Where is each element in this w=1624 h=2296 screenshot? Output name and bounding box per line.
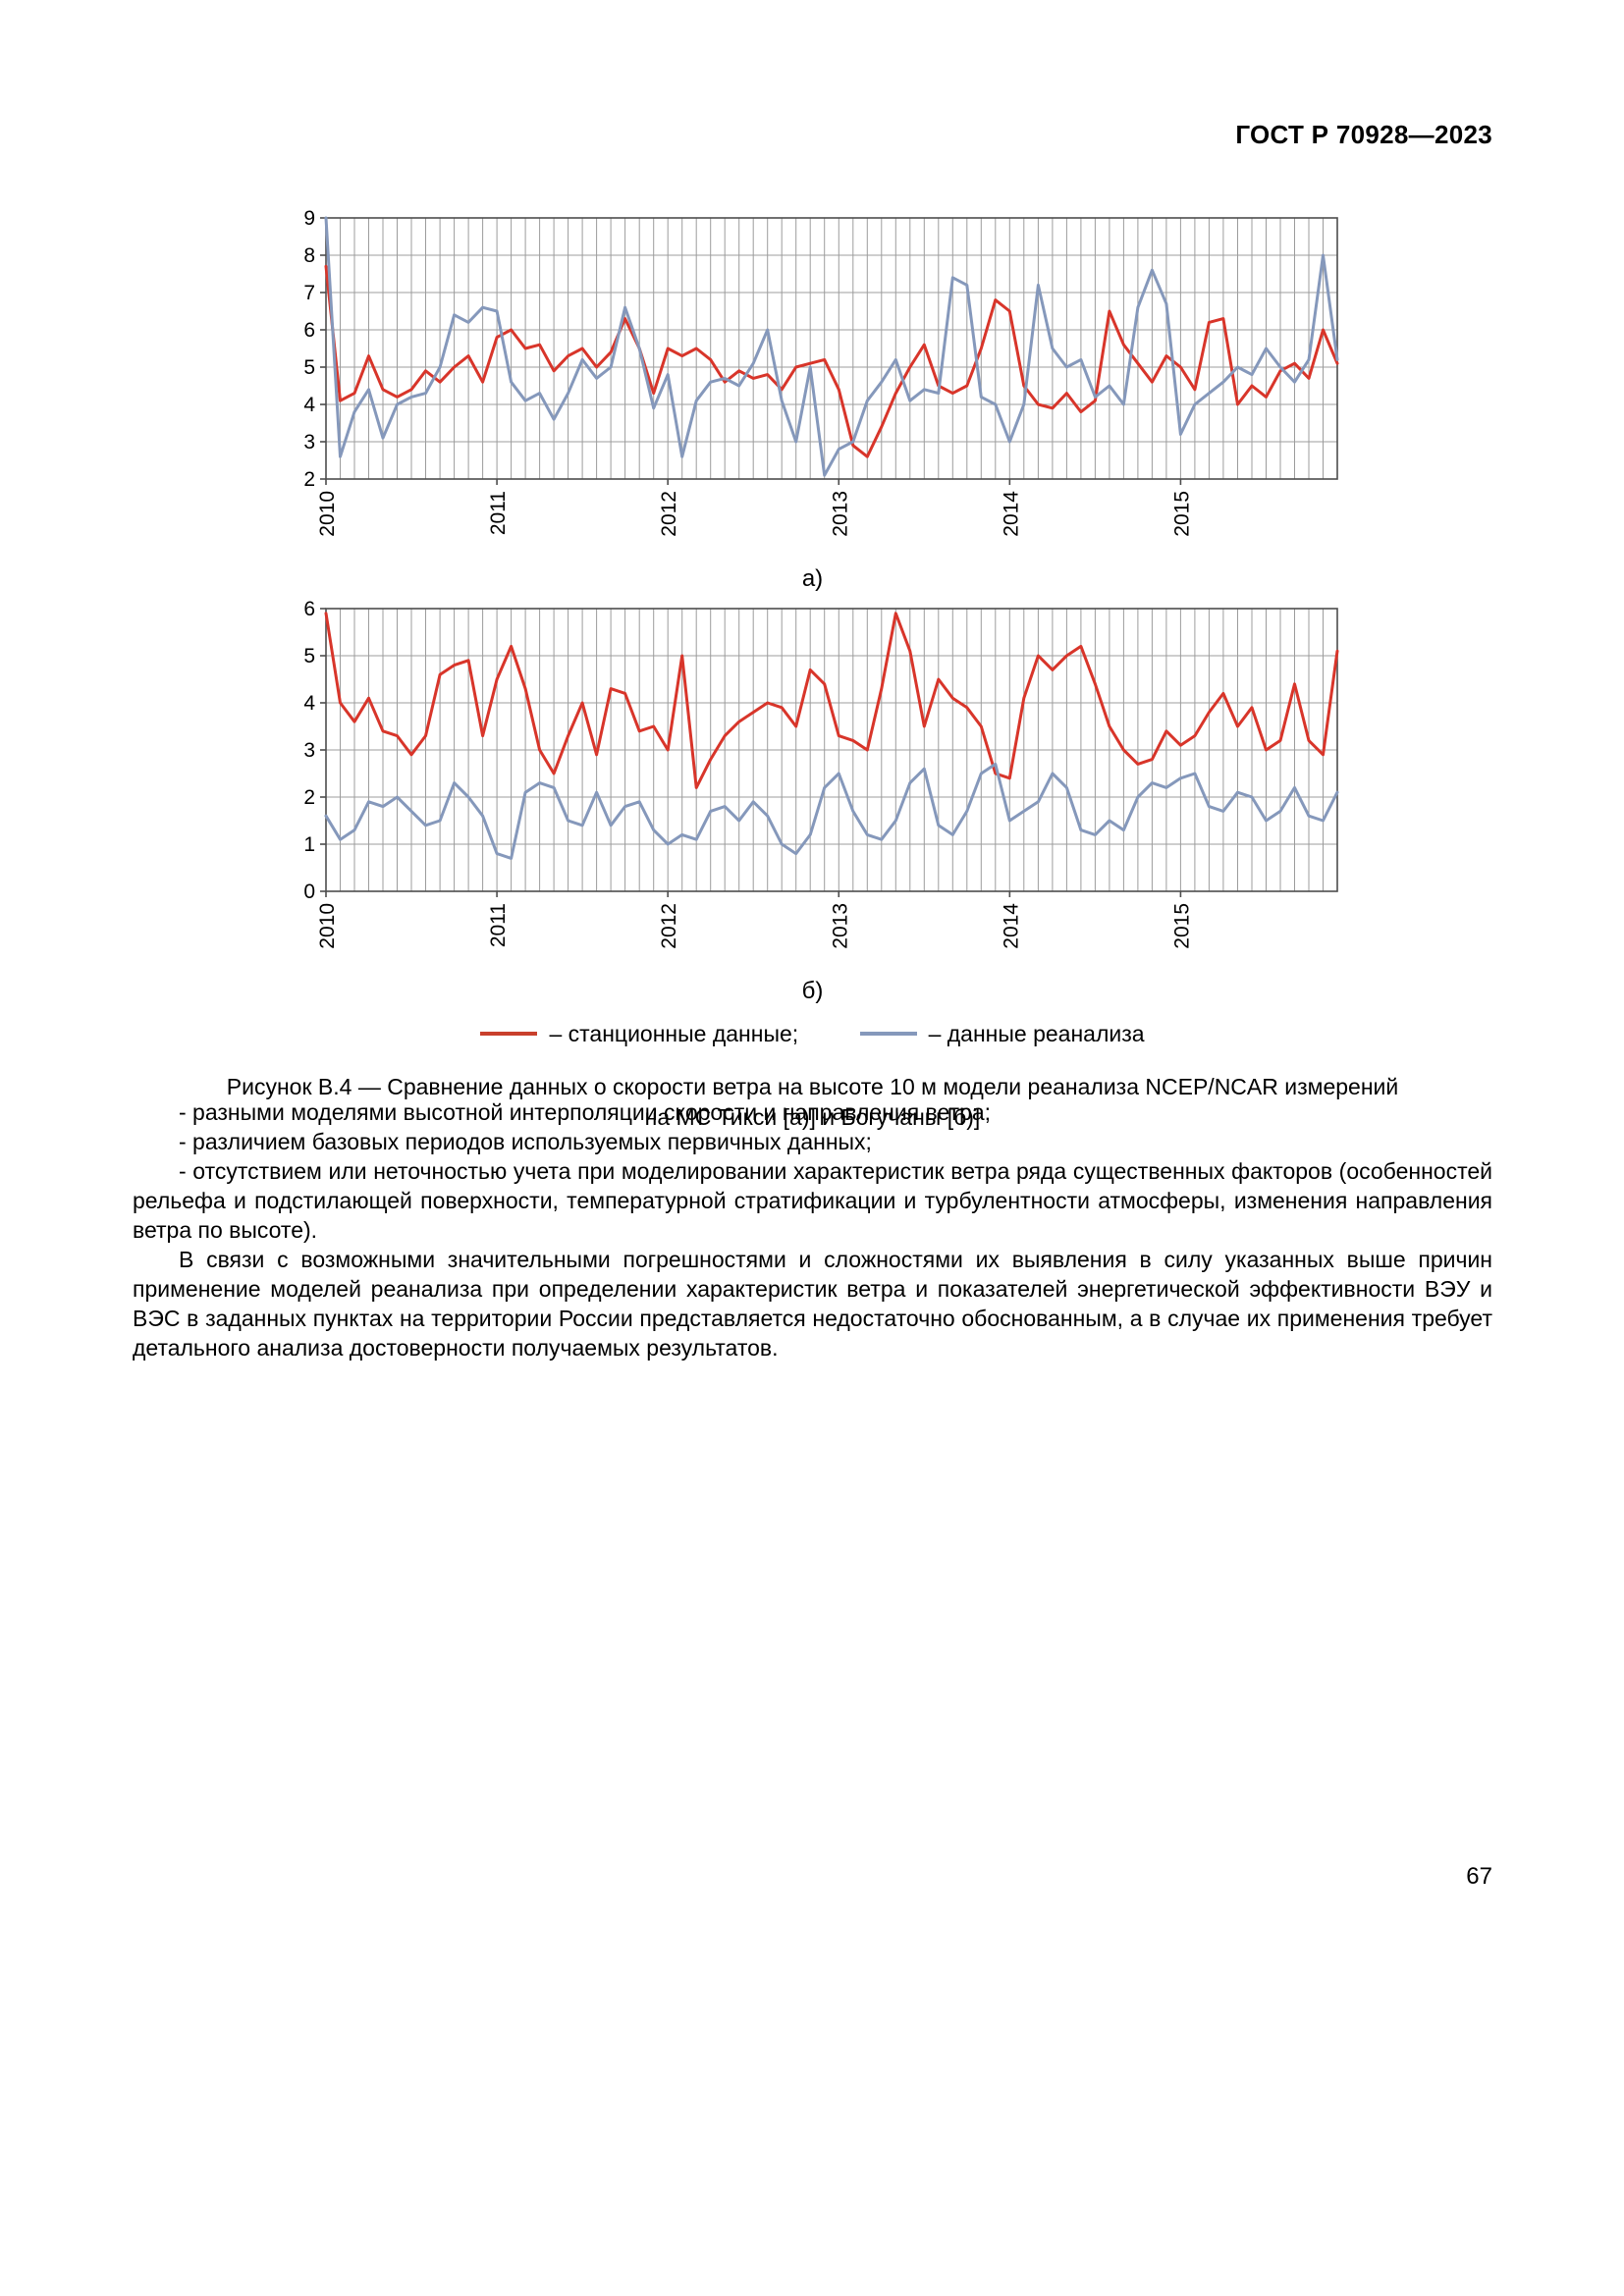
svg-text:2010: 2010 [316,491,339,537]
svg-text:2014: 2014 [1000,491,1022,537]
svg-text:8: 8 [303,244,315,267]
legend-item-station: – станционные данные; [480,1019,798,1048]
legend-label-reanalysis: – данные реанализа [928,1021,1145,1046]
svg-text:7: 7 [303,282,315,304]
svg-text:2015: 2015 [1170,491,1193,537]
chart-b-sublabel: б) [801,978,824,1004]
figure-caption-line1: Рисунок В.4 — Сравнение данных о скорост… [226,1074,1399,1099]
body-paragraph: - разными моделями высотной интерполяции… [179,1099,992,1125]
body-paragraph: В связи с возможными значительными погре… [133,1247,1492,1361]
svg-text:5: 5 [303,645,315,667]
svg-text:2011: 2011 [487,903,510,947]
chart-tiksi-svg: 2 3 4 5 6 7 8 9 2010 2011 2012 2013 2014 2015 [303,210,1338,537]
document-header: ГОСТ Р 70928—2023 [1235,120,1492,149]
body-paragraph: - отсутствием или неточностью учета при … [133,1158,1492,1243]
svg-text:6: 6 [303,319,315,342]
svg-text:2012: 2012 [658,903,680,949]
svg-text:2012: 2012 [658,491,680,537]
chart-tiksi: 2 3 4 5 6 7 8 9 2010 2011 2012 2013 2014 2015 [133,210,1492,565]
figure-caption: Рисунок В.4 — Сравнение данных о скорост… [133,1072,1492,1133]
chart-boguchany-svg: 0 1 2 3 4 5 6 2010 2011 2012 2013 2014 2015 [303,601,1338,949]
svg-text:3: 3 [303,739,315,762]
svg-text:6: 6 [303,601,315,620]
svg-text:0: 0 [303,881,315,903]
page-number: 67 [1466,1863,1492,1890]
svg-text:2015: 2015 [1170,903,1193,949]
svg-text:2011: 2011 [487,491,510,535]
body-text: - разными моделями высотной интерполяции… [133,1097,1492,1362]
svg-text:2010: 2010 [316,903,339,949]
svg-text:2013: 2013 [829,903,851,949]
svg-text:2014: 2014 [1000,903,1022,949]
chart-boguchany: 0 1 2 3 4 5 6 2010 2011 2012 2013 2014 2015 [133,601,1492,978]
svg-text:2: 2 [303,786,315,809]
figure-legend: – станционные данные; – данные реанализа [133,1019,1492,1048]
red-line-swatch-icon [480,1032,538,1037]
svg-text:3: 3 [303,431,315,454]
svg-text:1: 1 [303,833,315,856]
svg-text:9: 9 [303,210,315,230]
svg-text:4: 4 [303,692,315,715]
blue-line-swatch-icon [859,1032,917,1037]
svg-text:2: 2 [303,468,315,491]
legend-item-reanalysis: – данные реанализа [859,1019,1145,1048]
chart-a-sublabel: а) [801,565,824,592]
svg-text:4: 4 [303,394,315,416]
figure-b4: 2 3 4 5 6 7 8 9 2010 2011 2012 2013 2014 2015 а) 0 1 2 3… [133,210,1492,1133]
figure-caption-line2: на МС Тикси [а)] и Богучаны [б)] [644,1104,981,1130]
legend-label-station: – станционные данные; [549,1021,799,1046]
body-paragraph: - различием базовых периодов используемы… [179,1129,872,1154]
svg-text:2013: 2013 [829,491,851,537]
svg-text:5: 5 [303,356,315,379]
